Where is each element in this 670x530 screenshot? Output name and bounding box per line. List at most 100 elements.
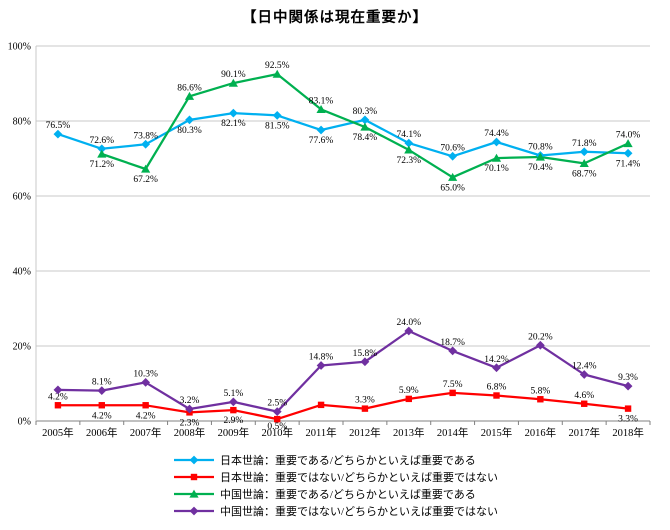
data-point-label: 4.2% xyxy=(92,411,112,421)
data-point-marker xyxy=(360,115,370,125)
data-point-label: 5.1% xyxy=(223,389,243,399)
data-point-label: 18.7% xyxy=(440,338,465,348)
data-point-label: 0.5% xyxy=(267,422,287,432)
x-axis-tick-label: 2010年 xyxy=(261,426,293,439)
data-point-label: 12.4% xyxy=(572,362,597,372)
data-point-label: 72.3% xyxy=(397,156,422,166)
x-axis-tick-label: 2006年 xyxy=(86,426,118,439)
data-point-label: 9.3% xyxy=(618,373,638,383)
data-point-marker xyxy=(405,395,412,403)
data-point-label: 77.6% xyxy=(309,136,334,146)
data-point-label: 70.6% xyxy=(440,143,465,153)
data-point-label: 5.8% xyxy=(530,386,550,396)
x-axis-tick-label: 2013年 xyxy=(393,426,425,439)
data-point-label: 3.2% xyxy=(180,396,200,406)
data-point-marker xyxy=(579,370,589,379)
data-point-marker xyxy=(317,401,325,409)
data-point-marker xyxy=(360,357,370,367)
data-point-label: 80.3% xyxy=(353,107,378,117)
data-point-marker xyxy=(316,125,326,135)
data-point-label: 72.6% xyxy=(90,136,115,146)
legend-key-icon xyxy=(173,489,214,498)
data-point-marker xyxy=(228,108,238,118)
plot-area: 0% 20% 40% 60% 80% 100% 2005年 2006年 2007年 2008年 20… xyxy=(8,42,651,439)
legend-key-icon xyxy=(173,506,214,515)
data-point-marker xyxy=(272,407,282,417)
data-point-marker xyxy=(54,402,62,409)
legend-item-series-0: 日本世論：重要である/どちらかといえば重要である xyxy=(172,453,476,467)
data-point-marker xyxy=(272,110,282,120)
data-point-label: 15.8% xyxy=(353,349,378,359)
legend-item-series-2: 中国世論：重要である/どちらかといえば重要である xyxy=(172,487,476,501)
data-point-label: 4.2% xyxy=(48,392,68,402)
data-point-marker xyxy=(228,78,238,87)
data-point-marker xyxy=(448,151,458,161)
data-point-label: 2.3% xyxy=(180,418,200,428)
data-point-label: 14.8% xyxy=(309,353,334,363)
data-point-marker xyxy=(581,400,588,407)
data-point-label: 83.1% xyxy=(309,96,334,106)
data-point-label: 7.5% xyxy=(443,380,463,390)
data-point-label: 78.4% xyxy=(353,133,378,143)
data-point-marker xyxy=(404,145,414,154)
data-point-marker xyxy=(53,129,63,139)
data-point-marker xyxy=(142,402,149,409)
x-axis-tick-label: 2015年 xyxy=(481,426,513,439)
data-point-marker xyxy=(579,158,589,167)
x-axis-tick-label: 2007年 xyxy=(130,426,162,439)
data-point-label: 8.1% xyxy=(92,378,112,388)
y-axis-tick-label: 20% xyxy=(13,342,31,353)
data-point-label: 4.6% xyxy=(574,391,594,401)
data-point-marker xyxy=(97,144,107,154)
data-point-marker xyxy=(449,389,456,397)
data-point-label: 3.3% xyxy=(618,415,638,425)
data-point-marker xyxy=(492,137,501,147)
x-axis-tick-label: 2017年 xyxy=(568,426,600,439)
data-point-label: 73.8% xyxy=(133,131,158,141)
data-point-label: 81.5% xyxy=(265,121,290,131)
data-point-label: 24.0% xyxy=(397,318,422,328)
data-point-label: 74.1% xyxy=(397,130,422,140)
chart-title: 【日中関係は現在重要か】 xyxy=(242,10,428,26)
data-point-marker xyxy=(185,115,194,125)
series-line xyxy=(56,391,630,421)
data-point-marker xyxy=(404,326,414,336)
data-point-marker xyxy=(97,149,107,158)
legend-key-icon xyxy=(173,455,214,464)
data-point-marker xyxy=(535,340,545,350)
legend-label: 日本世論：重要ではない/どちらかといえば重要ではない xyxy=(219,471,499,484)
x-axis-tick-label: 2016年 xyxy=(525,426,557,439)
data-point-label: 82.1% xyxy=(221,119,246,129)
legend-label: 日本世論：重要である/どちらかといえば重要である xyxy=(219,454,476,467)
x-axis-tick-label: 2005年 xyxy=(42,426,74,439)
data-point-label: 4.2% xyxy=(136,411,156,421)
x-axis-tick-label: 2008年 xyxy=(174,426,206,439)
data-point-label: 70.4% xyxy=(528,163,553,173)
data-point-marker xyxy=(141,164,151,173)
data-point-marker xyxy=(360,122,370,131)
data-point-marker xyxy=(448,172,458,181)
data-point-marker xyxy=(492,363,501,373)
data-point-marker xyxy=(623,381,633,391)
data-point-marker xyxy=(274,415,281,423)
data-point-label: 67.2% xyxy=(133,175,158,185)
data-point-label: 2.5% xyxy=(267,399,287,409)
data-point-label: 70.1% xyxy=(484,164,509,174)
x-axis-tick-label: 2012年 xyxy=(349,426,381,439)
data-point-label: 74.4% xyxy=(484,129,509,139)
data-point-marker xyxy=(491,153,502,162)
data-point-marker xyxy=(184,91,195,100)
data-point-marker xyxy=(230,406,237,414)
x-axis-tick-label: 2014年 xyxy=(437,426,469,439)
data-point-marker xyxy=(623,139,633,148)
data-point-label: 5.9% xyxy=(399,386,419,396)
data-point-label: 71.4% xyxy=(616,159,641,169)
data-point-label: 92.5% xyxy=(265,61,290,71)
data-point-label: 90.1% xyxy=(221,70,246,80)
legend: 日本世論：重要である/どちらかといえば重要である日本世論：重要ではない/どちらか… xyxy=(0,453,670,518)
data-point-label: 3.3% xyxy=(355,396,375,406)
data-point-label: 68.7% xyxy=(572,169,597,179)
data-point-marker xyxy=(228,397,238,407)
x-axis-tick-label: 2011年 xyxy=(306,426,337,439)
x-axis-tick-label: 2009年 xyxy=(218,426,250,439)
